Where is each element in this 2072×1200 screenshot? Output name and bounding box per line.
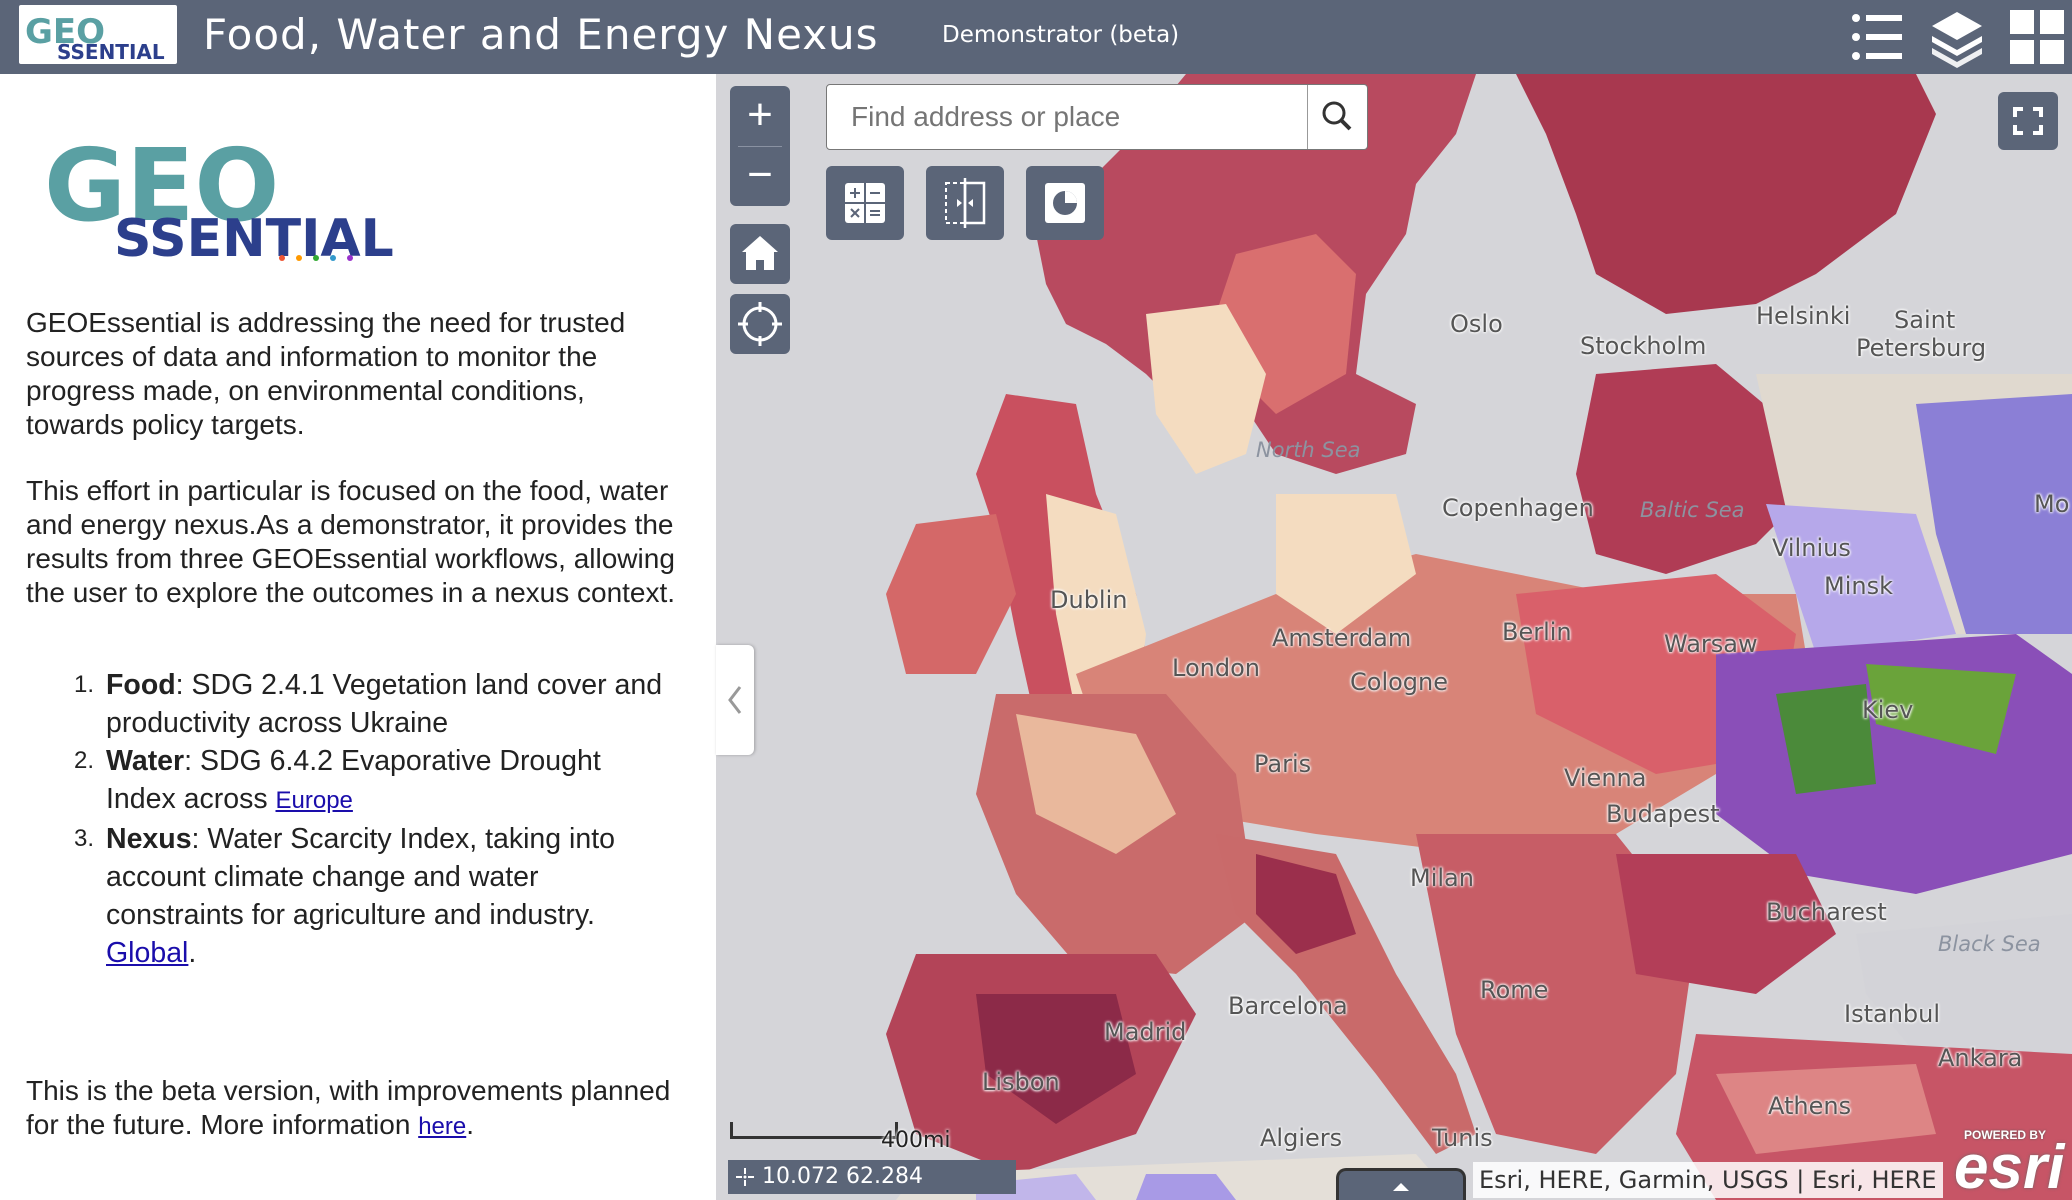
place-label: Copenhagen: [1442, 494, 1594, 522]
place-label: Rome: [1480, 976, 1549, 1004]
legend-button[interactable]: [1846, 6, 1908, 68]
scale-label: 400mi: [881, 1128, 951, 1153]
home-button[interactable]: [730, 224, 790, 284]
swipe-button[interactable]: [926, 166, 1004, 240]
header-logo: GEO SSENTIAL: [19, 5, 177, 64]
list-item-water: 2. Water: SDG 6.4.2 Evaporative Drought I…: [74, 745, 601, 815]
intro-paragraph: GEOEssential is addressing the need for …: [26, 307, 626, 440]
place-label: Tunis: [1432, 1124, 1493, 1152]
list-item-nexus: 3. Nexus: Water Scarcity Index, taking in…: [74, 823, 615, 969]
place-label: Mo: [2034, 490, 2070, 518]
crosshair-icon: [738, 302, 782, 346]
list-item-food: 1. Food: SDG 2.4.1 Vegetation land cover …: [74, 669, 663, 739]
place-label: Vienna: [1564, 764, 1647, 792]
place-label: Istanbul: [1844, 1000, 1941, 1028]
beta-paragraph: This is the beta version, with improveme…: [26, 1075, 671, 1140]
more-info-link[interactable]: here: [418, 1113, 467, 1140]
layers-button[interactable]: [1926, 6, 1988, 68]
sea-label: Baltic Sea: [1640, 498, 1745, 522]
place-label: Barcelona: [1228, 992, 1348, 1020]
sea-label: Black Sea: [1938, 932, 2041, 956]
home-icon: [742, 236, 778, 270]
place-label: Madrid: [1104, 1018, 1187, 1046]
focus-paragraph: This effort in particular is focused on …: [26, 475, 676, 608]
place-label: Cologne: [1350, 668, 1449, 696]
place-label: Vilnius: [1772, 534, 1851, 562]
logo-ssential-text: SSENTIAL: [57, 40, 165, 64]
grid-icon: [2010, 10, 2064, 64]
place-label: Athens: [1768, 1092, 1852, 1120]
zoom-out-button[interactable]: −: [747, 150, 773, 199]
scale-bar: [730, 1122, 898, 1139]
map-basemap: [716, 74, 2072, 1200]
app-title: Food, Water and Energy Nexus: [203, 10, 879, 59]
zoom-control: + −: [730, 86, 790, 206]
search-input[interactable]: [827, 85, 1297, 149]
workflow-list: 1. Food: SDG 2.4.1 Vegetation land cover …: [70, 666, 670, 972]
collapse-panel-button[interactable]: [716, 645, 754, 755]
chevron-up-icon: [1393, 1183, 1409, 1191]
measure-button[interactable]: [826, 166, 904, 240]
place-label: London: [1172, 654, 1260, 682]
logo-dots: [279, 255, 353, 261]
info-panel: GEO SSENTIAL GEOEssential is addressing …: [0, 74, 716, 1200]
esri-logo-text: esri: [1954, 1133, 2065, 1200]
fullscreen-button[interactable]: [1998, 92, 2058, 150]
legend-icon: [1852, 14, 1902, 60]
place-label: Lisbon: [982, 1068, 1060, 1096]
place-label: Paris: [1254, 750, 1312, 778]
coordinate-readout[interactable]: 10.072 62.284 Degrees: [728, 1160, 1016, 1200]
big-logo-geo: GEO: [44, 130, 279, 244]
place-label: Kiev: [1862, 696, 1914, 724]
chart-button[interactable]: [1026, 166, 1104, 240]
place-label: Dublin: [1050, 586, 1128, 614]
expand-bottom-panel-button[interactable]: [1336, 1168, 1466, 1200]
place-label: Budapest: [1606, 800, 1720, 828]
search-icon: [1322, 101, 1352, 131]
calculator-icon: [845, 183, 885, 223]
place-label: Oslo: [1450, 310, 1503, 338]
global-link[interactable]: Global: [106, 937, 189, 969]
locate-button[interactable]: [730, 294, 790, 354]
place-label: Amsterdam: [1272, 624, 1412, 652]
map-attribution: Esri, HERE, Garmin, USGS | Esri, HERE: [1473, 1162, 1943, 1198]
fullscreen-icon: [2013, 107, 2043, 135]
esri-logo: POWERED BY esri: [1946, 1124, 2072, 1200]
place-label: Helsinki: [1756, 302, 1851, 330]
app-subtitle: Demonstrator (beta): [942, 22, 1180, 48]
basemap-gallery-button[interactable]: [2006, 6, 2068, 68]
zoom-in-button[interactable]: +: [747, 90, 773, 139]
place-label: Warsaw: [1664, 630, 1758, 658]
layers-icon: [1932, 12, 1982, 68]
zoom-divider: [738, 146, 782, 147]
place-label: Algiers: [1260, 1124, 1343, 1152]
search-widget: [826, 84, 1368, 150]
coordinate-crosshair-icon: [728, 1160, 762, 1194]
place-label: Ankara: [1938, 1044, 2023, 1072]
esri-powered-text: POWERED BY: [1964, 1128, 2047, 1142]
place-label: Saint: [1894, 306, 1956, 334]
place-label: Berlin: [1502, 618, 1572, 646]
place-label: Milan: [1410, 864, 1474, 892]
place-label: Stockholm: [1580, 332, 1707, 360]
place-label: Petersburg: [1856, 334, 1987, 362]
place-label: Minsk: [1824, 572, 1893, 600]
chevron-left-icon: [728, 686, 742, 714]
coordinate-text: 10.072 62.284 Degrees: [728, 1164, 923, 1200]
app-header: GEO SSENTIAL Food, Water and Energy Nexu…: [0, 0, 2072, 74]
geoessential-logo: GEO SSENTIAL: [44, 127, 444, 275]
sea-label: North Sea: [1256, 438, 1361, 462]
place-label: Bucharest: [1766, 898, 1887, 926]
swipe-icon: [945, 178, 986, 228]
search-button[interactable]: [1307, 85, 1368, 149]
map-view[interactable]: Oslo Stockholm Helsinki Saint Petersburg…: [716, 74, 2072, 1200]
europe-link[interactable]: Europe: [275, 787, 353, 814]
pie-chart-icon: [1045, 183, 1085, 223]
logo-geo-text: GEO: [25, 12, 105, 52]
